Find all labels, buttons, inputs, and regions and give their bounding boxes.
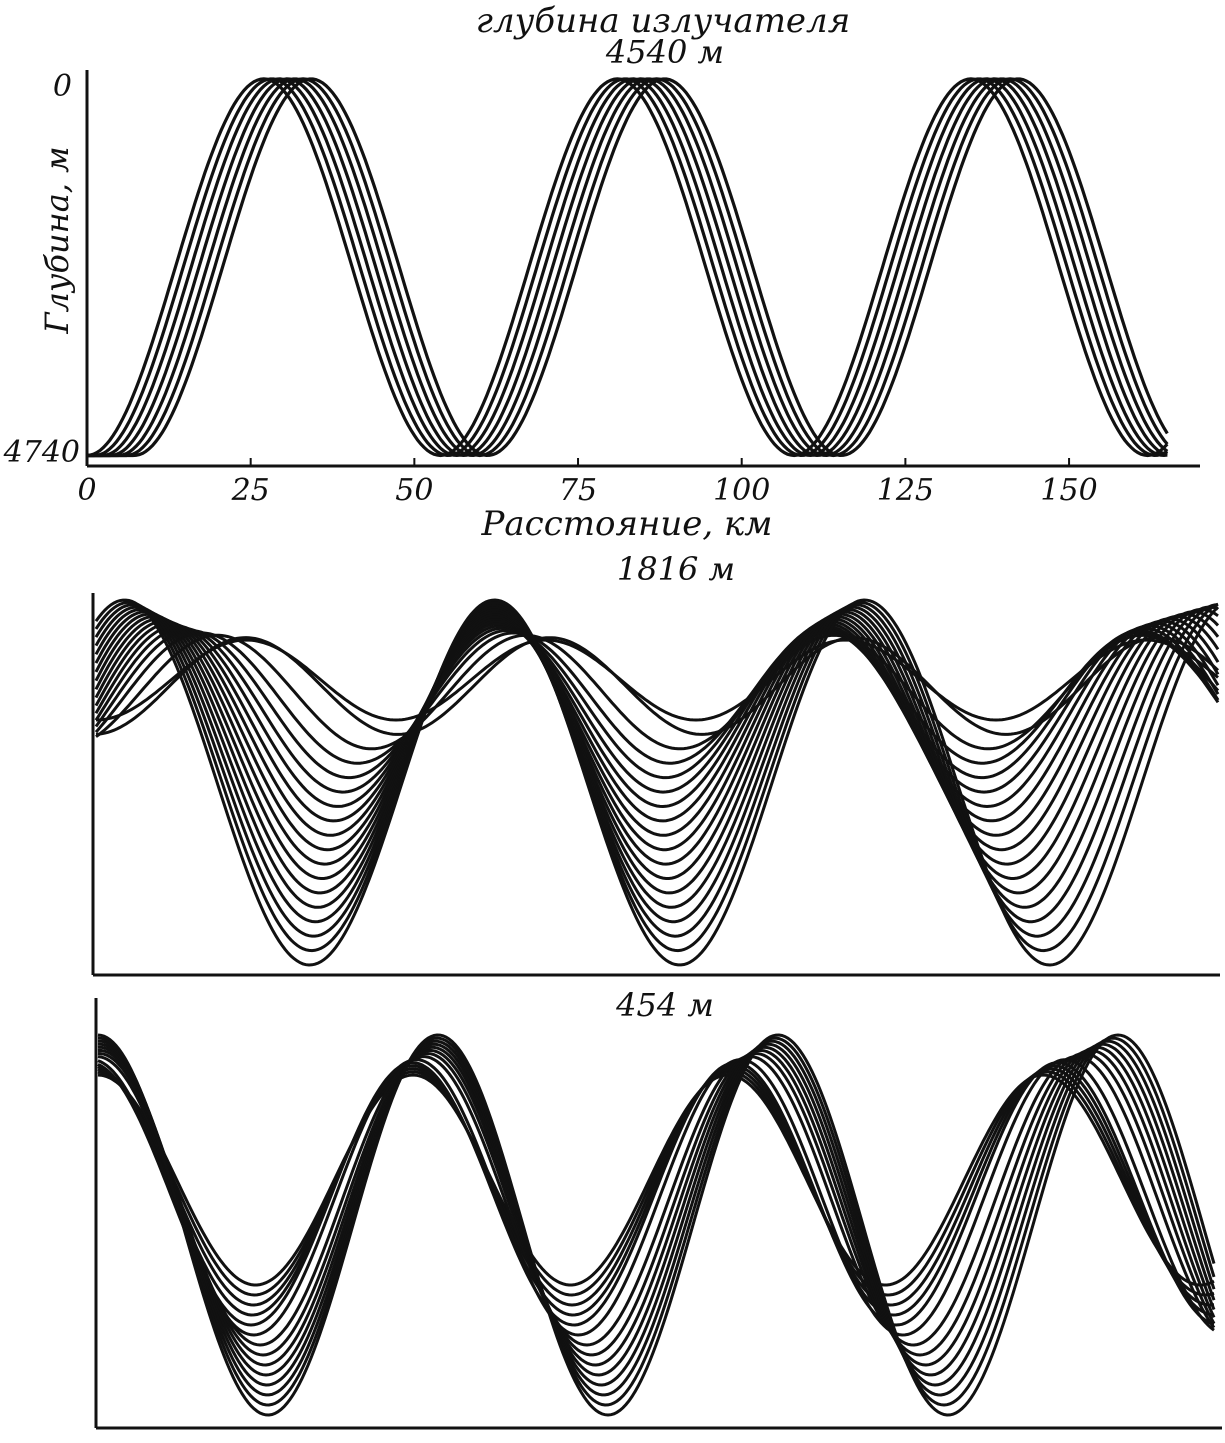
x-axis-title: Расстояние, км [481,504,773,544]
ray-1816-13 [94,607,1219,909]
panel-454: 454 м [94,986,1222,1430]
ray-454-5 [97,1058,1215,1337]
ray-4540-3 [87,77,1168,458]
ray-454-6 [97,1054,1216,1347]
panel-454-title: 454 м [615,986,714,1024]
panel-454-rays [97,1033,1216,1417]
ray-1816-16 [94,600,1219,953]
ray-1816-2 [95,633,1220,751]
ray-1816-7 [94,621,1220,823]
panel-1816-rays [94,598,1220,967]
panel-4540-x-ticks: 0 25 50 75 100 125 150 [77,458,1098,508]
ray-1816-14 [94,605,1219,924]
ray-454-10 [98,1042,1216,1387]
ray-1816-6 [94,624,1220,809]
ray-1816-15 [94,603,1219,938]
ray-1816-17 [94,598,1220,967]
ray-1816-8 [94,619,1220,837]
ray-1816-9 [94,617,1220,852]
figure-title: глубина излучателя [476,1,850,41]
x-tick-label-3: 75 [559,473,597,508]
x-tick-label-4: 100 [713,473,770,508]
y-axis-title: Глубина, м [38,146,76,334]
ray-1816-3 [94,631,1220,765]
ray-1816-12 [94,610,1220,895]
ray-454-9 [97,1045,1216,1377]
ray-4540-4 [87,77,1169,458]
x-tick-label-0: 0 [77,473,96,508]
ray-454-7 [97,1051,1216,1357]
y-tick-label-top: 0 [53,69,72,104]
ray-1816-11 [94,612,1220,880]
ray-1816-5 [94,626,1220,794]
panel-1816: 1816 м [91,550,1220,977]
x-tick-label-6: 150 [1040,473,1097,508]
ray-4540-5 [87,77,1169,458]
ray-1816-4 [94,629,1220,780]
x-tick-label-2: 50 [395,473,433,508]
panel-4540-rays [86,77,1169,458]
panel-4540: 4540 м 0 25 50 75 100 125 150 0 4740 Глубина, … [3,33,1200,544]
ray-454-13 [97,1033,1216,1417]
x-tick-label-5: 125 [877,473,934,508]
panel-4540-title: 4540 м [605,33,724,71]
ray-454-4 [97,1061,1215,1327]
ray-454-8 [97,1048,1216,1367]
x-tick-label-1: 25 [231,473,270,508]
ray-4540-6 [87,77,1169,458]
ray-454-11 [98,1039,1216,1397]
ray-1816-10 [94,614,1220,866]
y-tick-label-bottom: 4740 [3,435,80,470]
panel-1816-title: 1816 м [617,550,735,588]
ray-454-12 [97,1036,1216,1407]
